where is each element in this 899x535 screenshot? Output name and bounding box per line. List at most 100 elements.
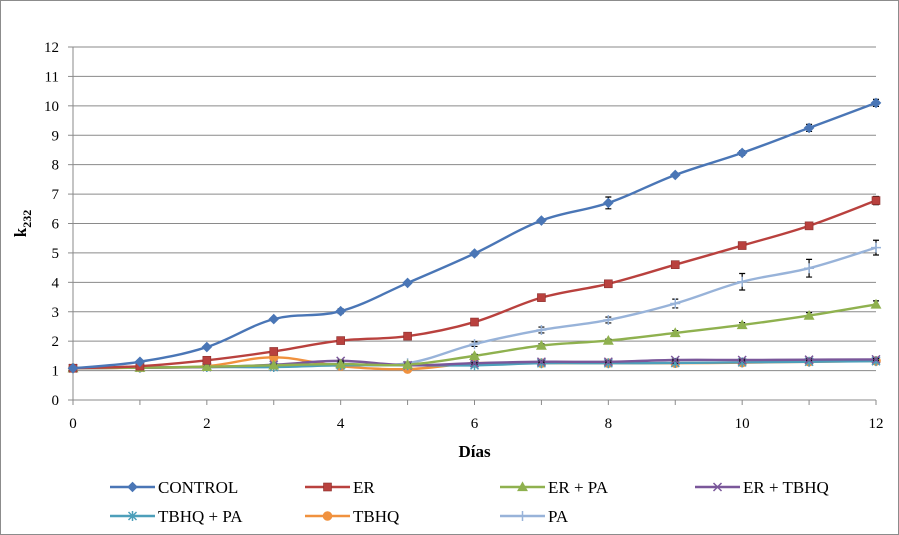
series-er bbox=[68, 195, 881, 373]
y-tick-label: 8 bbox=[52, 158, 60, 174]
data-point bbox=[670, 298, 681, 309]
legend-item-er-pa: ER + PA bbox=[500, 478, 609, 497]
x-tick-label: 6 bbox=[471, 416, 479, 432]
data-point bbox=[134, 356, 146, 368]
data-point bbox=[268, 359, 280, 370]
data-point bbox=[536, 357, 546, 367]
y-tick-label: 7 bbox=[52, 187, 60, 203]
legend-item-control: CONTROL bbox=[110, 478, 238, 497]
data-point bbox=[602, 334, 614, 345]
x-tick-label: 0 bbox=[69, 416, 77, 432]
legend-label: PA bbox=[548, 507, 569, 526]
data-point bbox=[603, 357, 613, 367]
legend-label: TBHQ + PA bbox=[158, 507, 243, 526]
data-point bbox=[737, 241, 747, 250]
data-point bbox=[537, 293, 546, 302]
x-tick-label: 10 bbox=[735, 416, 750, 432]
data-point bbox=[469, 350, 480, 361]
data-point bbox=[804, 221, 814, 231]
legend-label: ER + TBHQ bbox=[743, 478, 829, 497]
y-axis-title-subscript: 232 bbox=[20, 210, 34, 228]
data-point bbox=[670, 355, 680, 365]
data-point bbox=[336, 336, 345, 345]
data-point bbox=[335, 305, 346, 317]
series-layer bbox=[67, 97, 882, 374]
data-point bbox=[804, 355, 814, 365]
legend-item-pa: PA bbox=[500, 507, 569, 526]
y-tick-label: 4 bbox=[52, 275, 60, 291]
data-point bbox=[736, 147, 748, 159]
data-point bbox=[470, 317, 479, 327]
data-point bbox=[67, 362, 79, 374]
data-point bbox=[604, 279, 613, 289]
y-tick-label: 5 bbox=[52, 246, 60, 262]
legend-marker bbox=[323, 482, 332, 492]
y-axis-title-main: k bbox=[11, 227, 30, 237]
x-axis-title: Días bbox=[458, 442, 491, 461]
data-point bbox=[201, 361, 213, 371]
data-point bbox=[736, 319, 748, 330]
y-tick-label: 1 bbox=[52, 364, 60, 380]
data-point bbox=[268, 313, 280, 325]
x-tick-label: 12 bbox=[869, 416, 884, 432]
data-point bbox=[870, 97, 882, 109]
data-point bbox=[603, 314, 614, 325]
legend-label: ER bbox=[353, 478, 375, 497]
legend-marker bbox=[127, 481, 138, 493]
data-point bbox=[403, 331, 412, 341]
data-point bbox=[871, 242, 881, 253]
data-point bbox=[536, 215, 547, 226]
data-point bbox=[536, 324, 547, 335]
y-tick-label: 12 bbox=[44, 40, 59, 56]
data-point bbox=[603, 197, 614, 209]
x-tick-label: 2 bbox=[203, 416, 211, 432]
data-point bbox=[402, 359, 414, 369]
legend-marker bbox=[517, 511, 528, 521]
data-point bbox=[335, 358, 347, 369]
legend-item-tbhq-pa: TBHQ + PA bbox=[110, 507, 243, 526]
legend-item-er-tbhq: ER + TBHQ bbox=[695, 478, 829, 497]
series-control bbox=[67, 97, 882, 374]
data-point bbox=[269, 347, 279, 356]
y-tick-label: 11 bbox=[45, 69, 59, 85]
x-tick-label: 8 bbox=[605, 416, 613, 432]
data-point bbox=[669, 169, 681, 181]
legend-label: ER + PA bbox=[548, 478, 609, 497]
data-point bbox=[737, 355, 747, 365]
y-tick-label: 10 bbox=[44, 99, 59, 115]
y-tick-label: 6 bbox=[52, 217, 60, 233]
data-point bbox=[803, 122, 815, 134]
x-tick-label: 4 bbox=[337, 416, 345, 432]
data-point bbox=[670, 260, 680, 269]
data-point bbox=[469, 358, 480, 368]
legend-label: TBHQ bbox=[353, 507, 399, 526]
y-tick-label: 3 bbox=[52, 305, 60, 321]
legend: CONTROL ER ER + PA ER + TBHQ TBHQ + PA TBHQ PA bbox=[110, 478, 829, 526]
series-line-control bbox=[72, 101, 877, 370]
legend-marker bbox=[322, 511, 333, 521]
legend-marker bbox=[712, 482, 723, 492]
data-point bbox=[737, 276, 748, 287]
y-tick-label: 9 bbox=[52, 128, 60, 144]
data-point bbox=[202, 355, 212, 365]
data-point bbox=[871, 354, 881, 364]
legend-label: CONTROL bbox=[158, 478, 238, 497]
legend-item-er: ER bbox=[305, 478, 375, 497]
data-point bbox=[804, 263, 815, 274]
legend-item-tbhq: TBHQ bbox=[305, 507, 399, 526]
legend-marker bbox=[127, 511, 138, 521]
y-axis-title: k232 bbox=[11, 210, 34, 237]
data-point bbox=[469, 248, 480, 259]
series-er-pa bbox=[67, 298, 882, 373]
data-point bbox=[201, 341, 213, 353]
legend-marker bbox=[517, 481, 528, 492]
data-point bbox=[669, 327, 681, 338]
y-tick-label: 0 bbox=[52, 393, 60, 409]
data-point bbox=[870, 298, 882, 309]
data-point bbox=[871, 196, 881, 205]
y-tick-label: 2 bbox=[52, 334, 60, 350]
data-point bbox=[402, 277, 413, 289]
